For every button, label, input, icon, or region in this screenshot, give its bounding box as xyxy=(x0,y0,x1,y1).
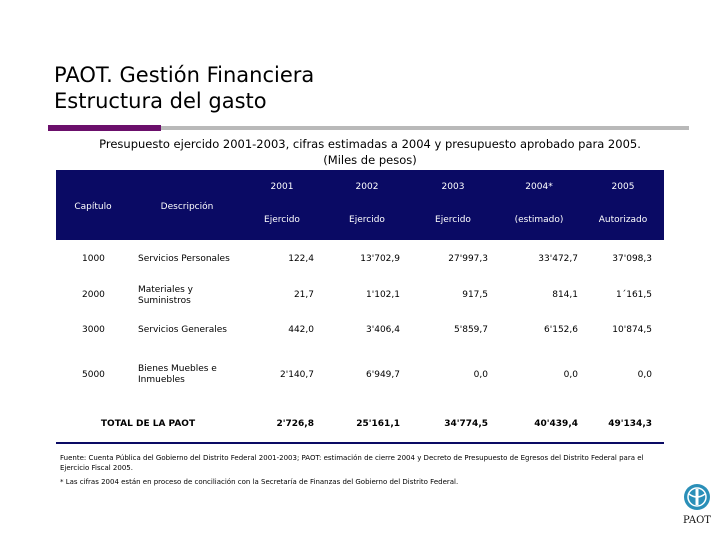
paot-logo: PAOT xyxy=(680,482,714,528)
table-header: Capítulo Descripción 2001 2002 2003 2004… xyxy=(56,170,664,240)
source-footnote: Fuente: Cuenta Pública del Gobierno del … xyxy=(60,454,644,472)
header-year-2005: 2005 xyxy=(611,182,635,192)
caption-line-1: Presupuesto ejercido 2001-2003, cifras e… xyxy=(99,137,641,151)
row-value-2004: 814,1 xyxy=(552,290,578,300)
row-value-2004: 33'472,7 xyxy=(538,254,578,264)
row-value-2005: 37'098,3 xyxy=(612,254,652,264)
row-value-2001: 442,0 xyxy=(288,325,314,335)
row-descripcion: Materiales y Suministros xyxy=(138,285,193,306)
header-sub-2001: Ejercido xyxy=(264,215,300,225)
row-value-2002: 6'949,7 xyxy=(366,370,400,380)
total-label: TOTAL DE LA PAOT xyxy=(100,419,196,429)
row-value-2001: 2'140,7 xyxy=(280,370,314,380)
row-value-2003: 917,5 xyxy=(462,290,488,300)
row-value-2002: 1'102,1 xyxy=(366,290,400,300)
note-footnote: * Las cifras 2004 están en proceso de co… xyxy=(60,478,459,486)
total-value-2004: 40'439,4 xyxy=(534,419,578,429)
header-year-2003: 2003 xyxy=(441,182,465,192)
title-line-1: PAOT. Gestión Financiera xyxy=(54,63,315,87)
paot-logo-icon xyxy=(684,484,710,510)
total-value-2002: 25'161,1 xyxy=(356,419,400,429)
row-descripcion: Servicios Personales xyxy=(138,254,230,264)
row-value-2003: 27'997,3 xyxy=(448,254,488,264)
row-value-2003: 5'859,7 xyxy=(454,325,488,335)
row-value-2001: 21,7 xyxy=(293,290,314,300)
row-capitulo: 5000 xyxy=(82,370,105,380)
row-value-2005: 10'874,5 xyxy=(612,325,652,335)
total-value-2003: 34'774,5 xyxy=(444,419,488,429)
title-line-2: Estructura del gasto xyxy=(54,89,267,113)
title-rule-accent xyxy=(48,125,161,131)
row-capitulo: 1000 xyxy=(82,254,105,264)
total-value-2001: 2'726,8 xyxy=(276,419,315,429)
header-year-2004: 2004* xyxy=(525,182,553,192)
row-value-2002: 13'702,9 xyxy=(360,254,400,264)
title-rule xyxy=(161,126,689,130)
row-descripcion: Servicios Generales xyxy=(138,325,227,335)
table-bottom-rule xyxy=(56,442,664,444)
header-sub-2004: (estimado) xyxy=(514,215,564,225)
header-sub-2002: Ejercido xyxy=(349,215,385,225)
row-capitulo: 2000 xyxy=(82,290,105,300)
header-capitulo: Capítulo xyxy=(74,202,112,212)
row-value-2003: 0,0 xyxy=(473,370,488,380)
header-descripcion: Descripción xyxy=(160,202,214,212)
table-caption: Presupuesto ejercido 2001-2003, cifras e… xyxy=(70,136,670,168)
row-capitulo: 3000 xyxy=(82,325,105,335)
row-value-2002: 3'406,4 xyxy=(366,325,400,335)
header-sub-2005: Autorizado xyxy=(598,215,648,225)
header-year-2002: 2002 xyxy=(355,182,379,192)
header-year-2001: 2001 xyxy=(270,182,294,192)
header-sub-2003: Ejercido xyxy=(435,215,471,225)
row-value-2005: 1´161,5 xyxy=(616,290,652,300)
row-value-2001: 122,4 xyxy=(288,254,314,264)
row-descripcion: Bienes Muebles e Inmuebles xyxy=(138,364,217,385)
total-value-2005: 49'134,3 xyxy=(608,419,652,429)
row-value-2004: 6'152,6 xyxy=(544,325,578,335)
caption-line-2: (Miles de pesos) xyxy=(323,153,417,167)
logo-text: PAOT xyxy=(683,515,711,526)
row-value-2005: 0,0 xyxy=(637,370,652,380)
slide-title: PAOT. Gestión Financiera Estructura del … xyxy=(54,62,314,114)
row-value-2004: 0,0 xyxy=(563,370,578,380)
